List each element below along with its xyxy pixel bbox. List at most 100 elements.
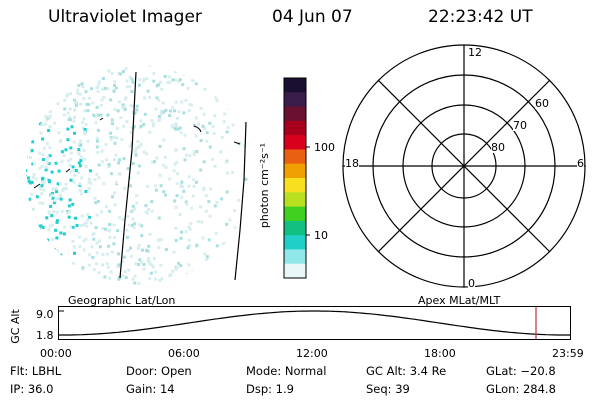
emission-speckle bbox=[96, 150, 100, 154]
emission-speckle bbox=[54, 228, 58, 232]
emission-speckle bbox=[82, 239, 86, 243]
emission-speckle bbox=[116, 229, 120, 233]
emission-speckle bbox=[199, 106, 203, 110]
emission-speckle bbox=[220, 70, 224, 74]
emission-speckle bbox=[84, 273, 88, 277]
emission-speckle bbox=[64, 78, 68, 82]
mlt-label-0: 0 bbox=[468, 277, 475, 290]
emission-speckle bbox=[162, 138, 166, 142]
emission-speckle bbox=[163, 62, 166, 65]
emission-speckle bbox=[159, 61, 162, 64]
emission-speckle bbox=[50, 191, 54, 195]
emission-speckle bbox=[41, 201, 45, 205]
emission-speckle bbox=[44, 118, 48, 122]
emission-speckle bbox=[215, 200, 219, 204]
emission-speckle bbox=[142, 123, 146, 126]
emission-speckle bbox=[48, 180, 51, 184]
emission-speckle bbox=[39, 104, 43, 108]
emission-speckle bbox=[129, 130, 133, 134]
emission-speckle bbox=[20, 63, 23, 66]
emission-speckle bbox=[75, 224, 79, 227]
emission-speckle bbox=[173, 162, 177, 166]
emission-speckle bbox=[180, 196, 184, 200]
emission-speckle bbox=[174, 100, 178, 104]
emission-speckle bbox=[100, 87, 104, 91]
emission-speckle bbox=[35, 195, 39, 199]
emission-speckle bbox=[86, 109, 90, 113]
emission-speckle bbox=[182, 72, 186, 76]
emission-speckle bbox=[234, 226, 237, 230]
emission-speckle bbox=[98, 65, 102, 67]
emission-speckle bbox=[56, 102, 60, 105]
emission-speckle bbox=[81, 266, 85, 270]
emission-speckle bbox=[242, 90, 246, 94]
emission-speckle bbox=[44, 240, 48, 244]
emission-speckle bbox=[59, 231, 63, 235]
emission-speckle bbox=[55, 220, 59, 224]
emission-speckle bbox=[73, 108, 76, 112]
emission-speckle bbox=[194, 82, 198, 86]
emission-speckle bbox=[155, 96, 159, 100]
emission-speckle bbox=[86, 213, 90, 217]
emission-speckle bbox=[64, 75, 67, 79]
emission-speckle bbox=[29, 255, 33, 259]
emission-speckle bbox=[174, 78, 178, 82]
emission-speckle bbox=[187, 175, 191, 179]
emission-speckle bbox=[246, 76, 250, 80]
emission-speckle bbox=[220, 97, 224, 101]
emission-speckle bbox=[106, 265, 110, 269]
emission-speckle bbox=[109, 98, 113, 102]
emission-speckle bbox=[41, 226, 45, 229]
emission-speckle bbox=[52, 248, 56, 252]
emission-speckle bbox=[21, 124, 24, 127]
emission-speckle bbox=[226, 126, 230, 129]
emission-speckle bbox=[125, 79, 129, 83]
emission-speckle bbox=[95, 262, 98, 266]
emission-speckle bbox=[138, 223, 141, 227]
emission-speckle bbox=[55, 249, 59, 253]
emission-speckle bbox=[67, 159, 71, 163]
emission-speckle bbox=[183, 158, 187, 162]
emission-speckle bbox=[59, 139, 63, 143]
emission-speckle bbox=[219, 150, 223, 154]
emission-speckle bbox=[99, 113, 103, 117]
emission-speckle bbox=[124, 97, 127, 101]
emission-speckle bbox=[152, 122, 155, 126]
emission-speckle bbox=[159, 184, 163, 188]
emission-speckle bbox=[245, 220, 249, 224]
emission-speckle bbox=[26, 150, 29, 154]
emission-speckle bbox=[110, 72, 114, 75]
emission-speckle bbox=[79, 155, 83, 159]
emission-speckle bbox=[179, 236, 183, 240]
emission-speckle bbox=[36, 92, 40, 95]
emission-speckle bbox=[55, 236, 59, 240]
emission-speckle bbox=[187, 65, 191, 66]
emission-speckle bbox=[201, 236, 205, 240]
emission-speckle bbox=[26, 124, 30, 128]
emission-speckle bbox=[78, 164, 82, 168]
emission-speckle bbox=[174, 65, 177, 67]
emission-speckle bbox=[40, 123, 44, 126]
emission-speckle bbox=[217, 67, 221, 71]
timeline-xtick-0000: 00:00 bbox=[40, 347, 72, 360]
emission-speckle bbox=[207, 200, 211, 204]
emission-speckle bbox=[25, 61, 28, 64]
limb-line bbox=[234, 121, 247, 281]
emission-speckle bbox=[41, 261, 45, 265]
emission-speckle bbox=[38, 201, 42, 205]
colorbar-band bbox=[284, 249, 306, 265]
emission-speckle bbox=[195, 243, 199, 247]
emission-speckle bbox=[195, 116, 198, 120]
emission-speckle bbox=[215, 99, 219, 103]
emission-speckle bbox=[105, 252, 109, 256]
emission-speckle bbox=[162, 163, 166, 167]
emission-speckle bbox=[100, 160, 104, 164]
emission-speckle bbox=[64, 148, 68, 152]
emission-speckle bbox=[113, 108, 117, 111]
emission-speckle bbox=[26, 155, 28, 159]
emission-speckle bbox=[171, 65, 174, 67]
emission-speckle bbox=[69, 158, 73, 161]
emission-speckle bbox=[68, 163, 72, 167]
emission-speckle bbox=[207, 238, 211, 242]
emission-speckle bbox=[67, 76, 71, 80]
